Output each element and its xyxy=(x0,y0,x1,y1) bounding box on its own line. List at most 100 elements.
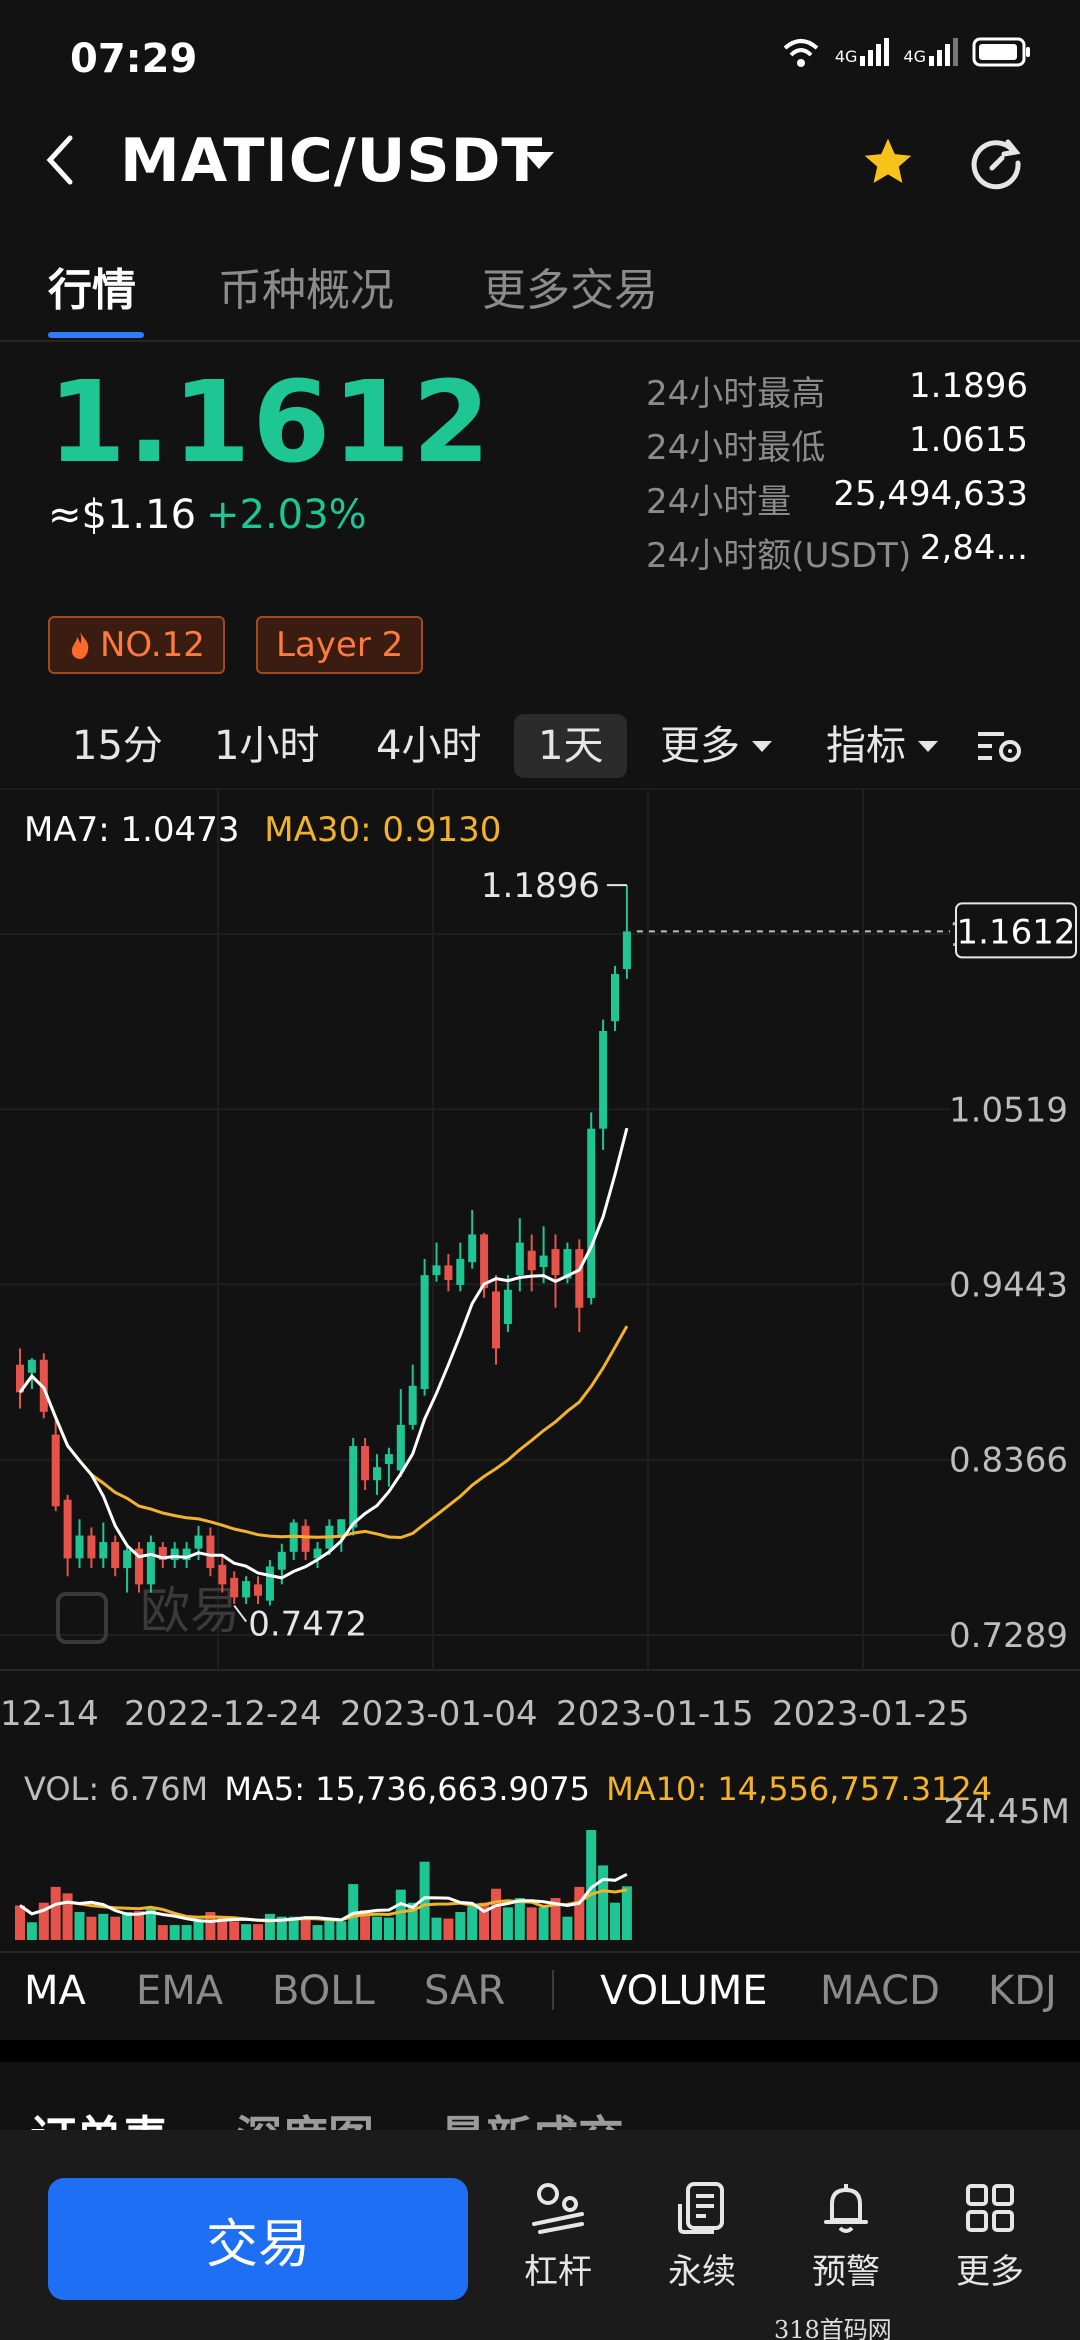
nav-more[interactable]: 更多 xyxy=(930,2180,1050,2293)
share-refresh-icon[interactable] xyxy=(968,134,1026,192)
volume-bar-18 xyxy=(229,1921,240,1940)
candle-body-36 xyxy=(444,1265,453,1281)
ma30-line xyxy=(18,1325,629,1540)
candle-body-29 xyxy=(361,1446,370,1481)
candle-body-47 xyxy=(575,1249,584,1308)
indicator-volume[interactable]: VOLUME xyxy=(600,1968,768,2014)
indicator-ma[interactable]: MA xyxy=(24,1968,86,2014)
volume-bar-8 xyxy=(110,1916,121,1940)
volume-bar-10 xyxy=(134,1911,144,1940)
candle-body-10 xyxy=(135,1548,143,1585)
indicator-macd[interactable]: MACD xyxy=(820,1968,940,2014)
fullscreen-icon xyxy=(56,1592,108,1644)
tab-underline xyxy=(48,332,144,338)
volume-bar-32 xyxy=(395,1889,406,1940)
stat-high-label: 24小时最高 xyxy=(646,374,826,414)
date-label-3: 2023-01-15 xyxy=(556,1694,754,1734)
margin-icon xyxy=(532,2183,584,2234)
stat-amount-label: 24小时额(USDT) xyxy=(646,536,912,576)
price-axis-label-3: 0.8366 xyxy=(949,1441,1068,1481)
volume-bar-50 xyxy=(610,1902,620,1940)
trade-button[interactable]: 交易 xyxy=(48,2178,468,2300)
tab-coin-overview[interactable]: 币种概况 xyxy=(218,265,394,316)
candle-body-21 xyxy=(265,1566,274,1601)
rank-tag[interactable]: NO.12 xyxy=(48,616,225,674)
candle-body-46 xyxy=(563,1249,572,1279)
candle-body-43 xyxy=(527,1250,536,1271)
candle-body-39 xyxy=(480,1234,489,1289)
tab-divider xyxy=(0,340,1080,342)
volume-bar-24 xyxy=(300,1916,311,1940)
indicator-ema[interactable]: EMA xyxy=(136,1968,224,2014)
tf-more-label: 更多 xyxy=(660,723,740,769)
volume-bar-31 xyxy=(383,1917,394,1940)
volume-bar-36 xyxy=(443,1918,454,1940)
stat-high-value: 1.1896 xyxy=(909,366,1028,406)
candle-body-35 xyxy=(432,1265,441,1276)
layer2-tag[interactable]: Layer 2 xyxy=(256,616,424,674)
volume-bar-23 xyxy=(288,1916,299,1940)
favorite-star-icon[interactable] xyxy=(860,134,916,190)
vol-ma5: MA5: 15,736,663.9075 xyxy=(224,1770,590,1808)
candle-body-37 xyxy=(456,1258,465,1285)
volume-bar-13 xyxy=(169,1925,180,1940)
candle-body-16 xyxy=(206,1535,215,1569)
candle-body-33 xyxy=(408,1385,417,1425)
stat-low-label: 24小时最低 xyxy=(646,428,826,468)
candle-body-1 xyxy=(27,1359,36,1373)
candle-body-6 xyxy=(87,1535,96,1559)
price-axis-label-1: 1.0519 xyxy=(949,1090,1068,1130)
volume-bar-34 xyxy=(419,1861,430,1940)
indicator-sar[interactable]: SAR xyxy=(424,1968,506,2014)
candle-body-31 xyxy=(384,1454,393,1464)
pair-title[interactable]: MATIC/USDT xyxy=(120,126,544,196)
chart-settings-icon[interactable] xyxy=(974,724,1026,768)
tf-1d[interactable]: 1天 xyxy=(514,714,628,778)
candle-body-19 xyxy=(242,1581,251,1598)
candle-body-18 xyxy=(230,1577,239,1598)
tf-more[interactable]: 更多 xyxy=(660,714,772,778)
indicator-kdj[interactable]: KDJ xyxy=(988,1968,1057,2014)
candle-body-0 xyxy=(16,1364,24,1393)
tf-1h[interactable]: 1小时 xyxy=(214,723,320,769)
tab-market[interactable]: 行情 xyxy=(48,265,136,316)
perpetual-icon xyxy=(678,2182,724,2234)
tf-4h[interactable]: 4小时 xyxy=(376,723,482,769)
bell-icon xyxy=(824,2184,868,2233)
nav-margin[interactable]: 杠杆 xyxy=(498,2180,618,2293)
date-label-1: 2022-12-24 xyxy=(124,1694,322,1734)
volume-bar-47 xyxy=(574,1886,585,1940)
date-label-2: 2023-01-04 xyxy=(340,1694,538,1734)
nav-perpetual[interactable]: 永续 xyxy=(642,2180,762,2293)
candlestick-chart[interactable]: 1.15961.05190.94430.83660.7289欧易1.18960.… xyxy=(0,790,1080,1990)
candle-body-27 xyxy=(337,1519,346,1536)
layer2-tag-label: Layer 2 xyxy=(276,625,404,665)
candle-body-41 xyxy=(503,1289,512,1324)
ma7-value: MA7: 1.0473 xyxy=(24,810,240,850)
back-icon[interactable] xyxy=(40,130,80,190)
volume-bar-40 xyxy=(491,1888,501,1940)
candle-body-3 xyxy=(51,1434,60,1507)
tab-more-trading[interactable]: 更多交易 xyxy=(482,265,658,316)
volume-bar-29 xyxy=(360,1910,371,1940)
tf-15m[interactable]: 15分 xyxy=(72,723,163,769)
pair-dropdown-icon[interactable] xyxy=(524,152,554,169)
rank-tag-label: NO.12 xyxy=(100,625,205,665)
nav-alerts[interactable]: 预警 xyxy=(786,2180,906,2293)
tf-indicators[interactable]: 指标 xyxy=(826,714,938,778)
volume-bar-5 xyxy=(74,1912,85,1940)
volume-bar-14 xyxy=(181,1925,192,1940)
volume-bar-6 xyxy=(86,1916,97,1940)
tf-indicators-caret-icon xyxy=(918,740,938,752)
candle-body-22 xyxy=(277,1551,286,1570)
volume-bar-37 xyxy=(455,1912,466,1940)
price-axis-label-2: 0.9443 xyxy=(949,1265,1068,1305)
volume-bar-7 xyxy=(98,1913,109,1940)
volume-bar-2 xyxy=(38,1902,49,1940)
indicator-boll[interactable]: BOLL xyxy=(272,1968,375,2014)
volume-bar-22 xyxy=(276,1916,287,1940)
stat-volume-label: 24小时量 xyxy=(646,482,792,522)
candle-body-15 xyxy=(194,1535,203,1549)
volume-bar-48 xyxy=(586,1830,597,1940)
signal-icon-2: 4G xyxy=(903,38,958,66)
